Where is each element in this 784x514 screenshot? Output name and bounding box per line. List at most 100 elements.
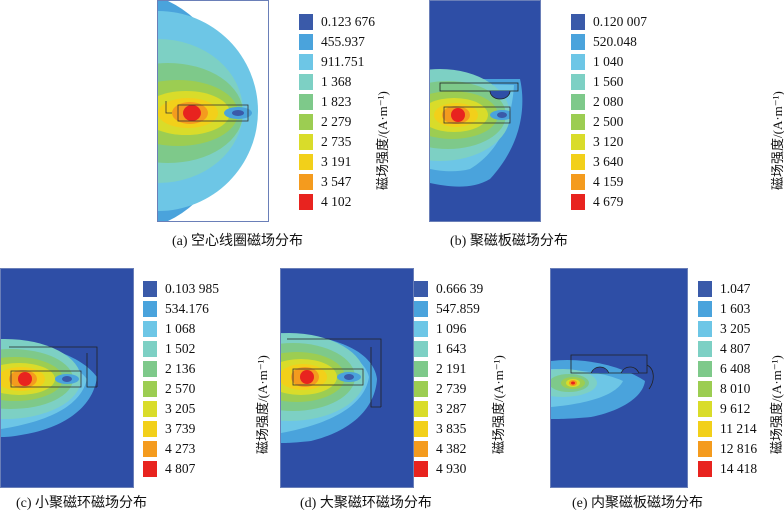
legend-swatch [698,381,712,397]
legend-value: 3 640 [593,154,624,169]
legend-value: 1 502 [165,341,196,356]
legend-value: 3 835 [436,421,467,436]
legend-swatch [299,14,313,30]
legend-value: 4 382 [436,441,467,456]
legend-value: 4 807 [720,341,751,356]
caption-c: (c) 小聚磁环磁场分布 [16,496,148,511]
legend-swatch [414,441,428,457]
legend-swatch [414,461,428,477]
legend-value: 455.937 [321,34,365,49]
legend-swatch [698,341,712,357]
legend-swatch [414,321,428,337]
legend-swatch [143,321,157,337]
legend-swatch [143,461,157,477]
legend-swatch [571,74,585,90]
legend-value: 1 560 [593,74,624,89]
field-plot-a [157,0,269,222]
field-plot-e [550,268,688,488]
legend-value: 0.103 985 [165,281,219,296]
legend-swatch [414,281,428,297]
legend-value: 12 816 [720,441,758,456]
caption-b: (b) 聚磁板磁场分布 [450,234,568,249]
legend-axis-label: 磁场强度/(A·m⁻¹) [255,355,270,454]
legend-swatch [143,281,157,297]
legend-value: 2 279 [321,114,352,129]
legend-value: 1 823 [321,94,352,109]
legend-swatch [143,341,157,357]
caption-a: (a) 空心线圈磁场分布 [172,234,304,249]
legend-swatch [299,154,313,170]
legend-swatch [571,114,585,130]
legend-swatch [299,74,313,90]
legend-value: 8 010 [720,381,751,396]
legend-value: 911.751 [321,54,365,69]
legend-swatch [571,154,585,170]
legend-value: 3 287 [436,401,467,416]
legend-c: 0.103 985 534.176 1 068 1 502 2 136 2 57… [143,281,243,481]
panel-c: 0.103 985 534.176 1 068 1 502 2 136 2 57… [0,262,270,514]
legend-value: 547.859 [436,301,480,316]
legend-value: 4 807 [165,461,196,476]
legend-swatch [698,301,712,317]
legend-axis-label: 磁场强度/(A·m⁻¹) [491,355,506,454]
legend-swatch [571,34,585,50]
panel-a: 0.123 676 455.937 911.751 1 368 1 823 2 … [0,0,400,255]
legend-value: 4 930 [436,461,467,476]
caption-e: (e) 内聚磁板磁场分布 [572,496,704,511]
legend-value: 0.123 676 [321,14,375,29]
legend-value: 0.120 007 [593,14,647,29]
legend-swatch [571,134,585,150]
panel-e: 1.047 1 603 3 205 4 807 6 408 8 010 9 61… [540,262,784,514]
legend-swatch [414,401,428,417]
legend-swatch [299,114,313,130]
legend-value: 2 570 [165,381,196,396]
legend-value: 534.176 [165,301,209,316]
legend-swatch [143,381,157,397]
legend-value: 1 040 [593,54,624,69]
legend-a: 0.123 676 455.937 911.751 1 368 1 823 2 … [299,14,399,214]
legend-value: 9 612 [720,401,751,416]
legend-swatch [414,381,428,397]
legend-value: 2 080 [593,94,624,109]
legend-swatch [698,421,712,437]
legend-swatch [698,441,712,457]
legend-swatch [571,14,585,30]
legend-swatch [571,194,585,210]
legend-value: 1 603 [720,301,751,316]
legend-swatch [143,301,157,317]
legend-value: 3 191 [321,154,352,169]
legend-value: 2 739 [436,381,467,396]
legend-value: 2 136 [165,361,196,376]
legend-value: 3 205 [165,401,196,416]
legend-value: 1 368 [321,74,352,89]
legend-value: 1 643 [436,341,467,356]
legend-axis-label: 磁场强度/(A·m⁻¹) [375,91,390,190]
legend-swatch [414,301,428,317]
legend-swatch [143,361,157,377]
legend-swatch [571,54,585,70]
legend-axis-label: 磁场强度/(A·m⁻¹) [769,355,784,454]
legend-swatch [143,401,157,417]
panel-d: 0.666 39 547.859 1 096 1 643 2 191 2 739… [270,262,540,514]
legend-value: 1.047 [720,281,751,296]
legend-swatch [143,421,157,437]
legend-swatch [299,54,313,70]
legend-value: 3 739 [165,421,196,436]
legend-swatch [299,34,313,50]
legend-swatch [698,321,712,337]
legend-swatch [299,174,313,190]
legend-value: 1 096 [436,321,467,336]
field-plot-b [429,0,541,222]
legend-value: 2 191 [436,361,467,376]
legend-value: 14 418 [720,461,758,476]
legend-swatch [414,361,428,377]
legend-swatch [571,94,585,110]
legend-swatch [698,281,712,297]
legend-axis-label: 磁场强度/(A·m⁻¹) [770,91,784,190]
legend-swatch [698,361,712,377]
legend-value: 4 679 [593,194,624,209]
legend-value: 6 408 [720,361,751,376]
legend-value: 4 273 [165,441,196,456]
legend-swatch [299,194,313,210]
legend-value: 2 735 [321,134,352,149]
